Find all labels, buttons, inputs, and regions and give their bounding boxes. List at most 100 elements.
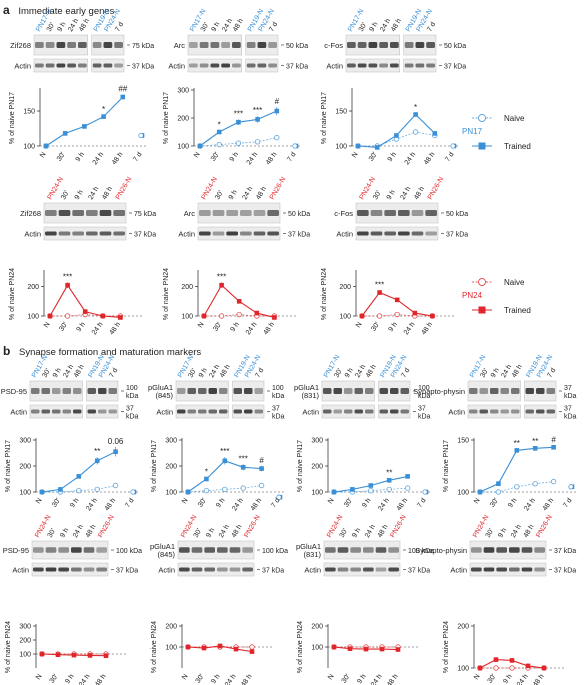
marker-label: c-Fos — [324, 41, 343, 50]
actin-blot-frame — [43, 226, 127, 241]
blot-band — [71, 547, 82, 553]
blot-band — [114, 42, 123, 48]
x-tick-label: N — [473, 673, 482, 681]
blot-band — [253, 210, 266, 216]
x-tick-label: N — [39, 151, 48, 159]
trained-point — [386, 478, 392, 483]
actin-blot-band — [521, 567, 533, 572]
x-tick-label: 30' — [197, 497, 208, 508]
y-tick-label: 100 — [165, 645, 177, 652]
kda-label: kDa — [418, 393, 431, 400]
actin-blot-band — [219, 409, 228, 414]
x-tick-label: 30' — [58, 321, 69, 332]
blot-band — [344, 388, 353, 394]
actin-blot-band — [114, 63, 123, 68]
actin-blot-band — [354, 409, 363, 414]
actin-kda-label: 37 kDa — [446, 232, 468, 239]
actin-blot-frame — [86, 404, 119, 419]
y-axis-label: % of naive PN17 — [9, 92, 16, 144]
y-tick-label: 200 — [339, 284, 351, 291]
legend-trained-marker — [478, 142, 486, 150]
actin-kda-label: 37 — [126, 406, 134, 413]
actin-blot-band — [244, 409, 253, 414]
x-tick-label: 9 h — [69, 497, 80, 509]
actin-blot-band — [347, 63, 356, 68]
kda-label: 100 kDa — [262, 548, 288, 555]
legend-trained-marker — [478, 306, 486, 314]
naive-point — [376, 313, 383, 319]
trained-point — [100, 313, 106, 319]
actin-blot-band — [56, 63, 66, 68]
marker-label: Zif268 — [10, 41, 31, 50]
actin-blot-band — [350, 567, 361, 572]
blot-band — [323, 388, 332, 394]
x-tick-label: 9 h — [76, 321, 87, 333]
kda-label: 37 — [564, 385, 572, 392]
actin-label: Actin — [304, 566, 321, 575]
blot-band — [388, 547, 399, 553]
trained-point — [274, 108, 280, 114]
blot-band — [52, 388, 61, 394]
blot-band — [199, 42, 209, 48]
y-axis-label: % of naive PN24 — [9, 268, 16, 320]
y-tick-label: 100 — [181, 314, 193, 321]
blot-band — [229, 547, 241, 553]
actin-blot-band — [337, 567, 349, 572]
actin-blot-band — [379, 409, 388, 414]
kda-label: kDa — [126, 393, 139, 400]
blot-band — [379, 42, 388, 48]
actin-kda-label: 37 kDa — [262, 568, 284, 575]
legend-naive-marker — [478, 278, 486, 286]
lane-label: PN26-N — [389, 514, 408, 539]
actin-blot-band — [198, 409, 207, 414]
x-tick-label: N — [193, 151, 202, 159]
blot-band — [257, 42, 267, 48]
x-tick-label: 48 h — [420, 321, 434, 336]
panel-zif268-pn24: PN24-N30' 9 h 24 h 48 h PN26-NZif268Actin75 … — [9, 176, 156, 336]
x-tick-label: 30' — [49, 673, 60, 684]
actin-blot-band — [35, 63, 44, 68]
kda-label: kDa — [272, 393, 285, 400]
blot-band — [240, 210, 252, 216]
actin-blot-band — [229, 567, 241, 572]
x-tick-label: 9 h — [215, 497, 226, 509]
naive-point — [76, 487, 82, 494]
section-a-letter: a — [3, 3, 10, 17]
blot-band — [246, 42, 256, 48]
actin-kda-label: 37 kDa — [286, 64, 308, 71]
y-tick-label: 200 — [27, 284, 39, 291]
blot-band — [72, 210, 84, 216]
trained-point — [236, 299, 242, 304]
kda-label: 50 kDa — [286, 43, 308, 50]
actin-blot-band — [177, 409, 186, 414]
lane-label: PN26-N — [427, 176, 446, 201]
lane-label: 7 d — [400, 367, 411, 379]
actin-kda-label: 37 — [272, 406, 280, 413]
naive-point — [404, 485, 411, 491]
trained-point — [477, 665, 483, 671]
y-axis-label: % of naive PN17 — [443, 440, 450, 492]
lane-label: 48 h — [523, 524, 536, 539]
y-axis-label: % of naive PN24 — [321, 268, 328, 320]
trained-point — [255, 117, 260, 122]
actin-label: Actin — [302, 408, 319, 417]
lane-label: 30' — [46, 22, 57, 33]
trained-point — [394, 297, 400, 303]
actin-blot-band — [45, 63, 55, 68]
trained-point — [374, 145, 380, 150]
trained-point — [236, 119, 241, 125]
kda-label: 50 kDa — [444, 43, 466, 50]
actin-blot-band — [333, 409, 342, 414]
kda-label: 50 kDa — [446, 211, 468, 218]
actin-label: Actin — [12, 566, 29, 575]
trained-point — [201, 313, 207, 319]
actin-blot-band — [221, 63, 230, 68]
y-tick-label: 100 — [27, 314, 39, 321]
trained-point — [233, 646, 239, 652]
lane-label: 30' — [47, 528, 58, 539]
trained-point — [55, 652, 61, 657]
significance-label: *** — [375, 280, 384, 289]
actin-blot-band — [365, 409, 374, 414]
blot-band — [219, 388, 228, 394]
